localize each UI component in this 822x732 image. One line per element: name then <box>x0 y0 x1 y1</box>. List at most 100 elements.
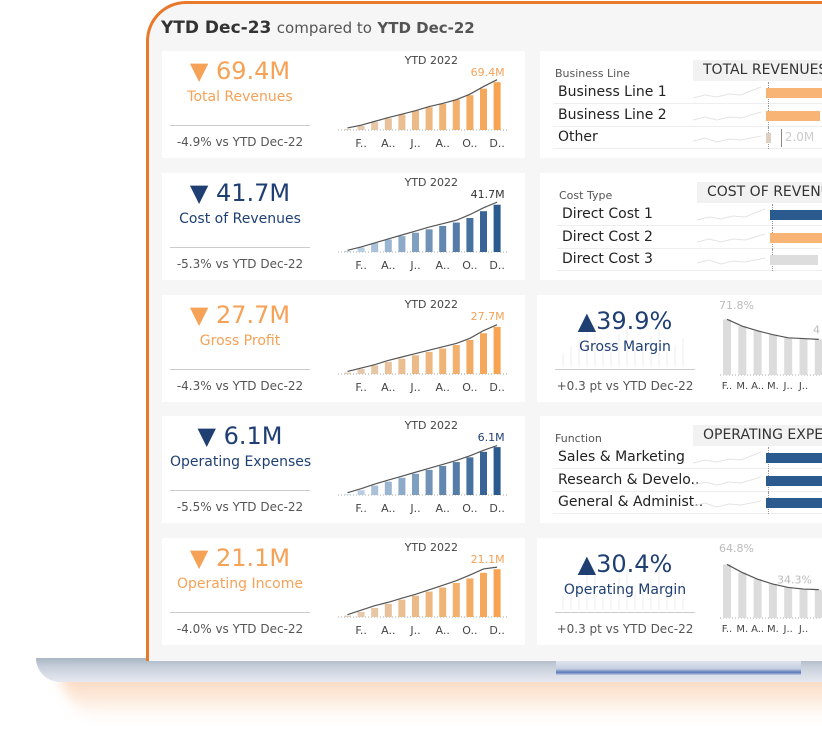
bar[interactable] <box>799 338 808 375</box>
bar[interactable] <box>412 232 419 252</box>
bar[interactable] <box>384 118 392 130</box>
kpi-card[interactable]: ▼ 21.1M Operating Income -4.0% vs YTD De… <box>170 538 310 645</box>
kpi-card[interactable]: ▼ 41.7M Cost of Revenues -5.3% vs YTD De… <box>170 173 310 280</box>
bar[interactable] <box>768 584 777 618</box>
bar[interactable] <box>425 229 433 252</box>
bar[interactable] <box>425 107 433 130</box>
bar[interactable] <box>412 110 419 130</box>
kpi-panel[interactable]: ▼ 27.7M Gross Profit -4.3% vs YTD Dec-22… <box>162 295 525 402</box>
value-bar[interactable] <box>766 475 822 486</box>
bar[interactable] <box>452 462 460 495</box>
bar[interactable] <box>723 319 731 375</box>
bar[interactable] <box>398 599 406 617</box>
kpi-panel[interactable]: ▼ 41.7M Cost of Revenues -5.3% vs YTD De… <box>162 173 525 280</box>
bar[interactable] <box>493 569 501 617</box>
margin-kpi-card[interactable]: ▲39.9% Gross Margin +0.3 pt vs YTD Dec-2… <box>555 295 695 402</box>
bar[interactable] <box>398 114 406 130</box>
table-row[interactable]: Direct Cost 3 7.4M <box>557 249 822 271</box>
kpi-panel[interactable]: ▼ 21.1M Operating Income -4.0% vs YTD De… <box>162 538 525 645</box>
kpi-card[interactable]: ▼ 27.7M Gross Profit -4.3% vs YTD Dec-22 <box>170 295 310 402</box>
bar[interactable] <box>466 218 474 252</box>
bar[interactable] <box>384 239 392 252</box>
table-row[interactable]: Direct Cost 1 <box>557 204 822 226</box>
bar[interactable] <box>466 95 474 130</box>
table-row[interactable]: Other 2.0M <box>553 127 822 149</box>
bar[interactable] <box>493 204 501 252</box>
bar[interactable] <box>344 250 351 252</box>
bar[interactable] <box>398 236 406 252</box>
bar[interactable] <box>480 333 487 374</box>
bar[interactable] <box>480 211 487 252</box>
bar[interactable] <box>493 326 501 374</box>
bar[interactable] <box>452 99 460 130</box>
bar[interactable] <box>753 330 762 375</box>
value-bar[interactable] <box>770 255 818 265</box>
bar[interactable] <box>738 572 747 618</box>
table-row[interactable]: Direct Cost 2 8.3 <box>557 226 822 249</box>
bar[interactable] <box>344 494 351 495</box>
bar[interactable] <box>466 340 474 374</box>
bar[interactable] <box>425 351 433 374</box>
bar[interactable] <box>480 88 487 130</box>
bar[interactable] <box>357 368 365 374</box>
bar[interactable] <box>439 587 447 617</box>
bar[interactable] <box>398 358 406 374</box>
monthly-margin-chart[interactable]: 64.8%34.3%F.. M. A.. M. J.. J.. <box>717 538 822 645</box>
bar[interactable] <box>357 247 365 252</box>
value-bar[interactable] <box>766 453 822 463</box>
bar[interactable] <box>398 477 406 495</box>
bar[interactable] <box>412 473 419 495</box>
value-bar[interactable] <box>766 88 822 98</box>
bar[interactable] <box>738 326 747 375</box>
table-row[interactable]: Business Line 1 4 <box>553 82 822 104</box>
bar[interactable] <box>425 591 433 617</box>
cumulative-bar-chart[interactable]: YTD 2022 69.4M F.. A.. J.. A.. O.. D.. <box>336 51 521 158</box>
bar[interactable] <box>814 589 822 618</box>
bar[interactable] <box>452 583 460 617</box>
bar[interactable] <box>784 587 793 618</box>
bar[interactable] <box>799 589 808 618</box>
table-row[interactable]: Business Line 2 20 <box>553 104 822 127</box>
kpi-panel[interactable]: ▼ 69.4M Total Revenues -4.9% vs YTD Dec-… <box>162 51 525 158</box>
kpi-card[interactable]: ▼ 6.1M Operating Expenses -5.5% vs YTD D… <box>170 416 311 523</box>
bar[interactable] <box>357 612 365 617</box>
bar[interactable] <box>466 578 474 617</box>
bar[interactable] <box>480 572 487 617</box>
bar[interactable] <box>344 615 351 617</box>
bar[interactable] <box>753 579 762 618</box>
bar[interactable] <box>784 337 793 375</box>
kpi-panel[interactable]: ▼ 6.1M Operating Expenses -5.5% vs YTD D… <box>162 416 525 523</box>
margin-kpi-card[interactable]: ▲30.4% Operating Margin +0.3 pt vs YTD D… <box>555 538 695 645</box>
bar[interactable] <box>344 128 351 130</box>
value-bar[interactable] <box>766 133 771 143</box>
bar[interactable] <box>371 242 379 252</box>
bar[interactable] <box>371 365 379 375</box>
table-row[interactable]: Research & Develo.. <box>553 469 822 492</box>
kpi-card[interactable]: ▼ 69.4M Total Revenues -4.9% vs YTD Dec-… <box>170 51 310 158</box>
bar[interactable] <box>357 490 365 495</box>
bar[interactable] <box>412 595 419 617</box>
bar[interactable] <box>371 607 379 617</box>
bar[interactable] <box>439 465 447 495</box>
value-bar[interactable] <box>770 232 822 243</box>
monthly-margin-chart[interactable]: 71.8%4F.. M. A.. M. J.. J.. <box>717 295 822 402</box>
bar[interactable] <box>344 372 351 374</box>
bar[interactable] <box>425 469 433 495</box>
bar[interactable] <box>493 82 501 130</box>
bar[interactable] <box>768 334 777 375</box>
bar[interactable] <box>493 447 501 495</box>
bar[interactable] <box>814 339 822 375</box>
bar[interactable] <box>439 103 447 130</box>
cumulative-bar-chart[interactable]: YTD 2022 41.7M F.. A.. J.. A.. O.. D.. <box>336 173 521 280</box>
bar[interactable] <box>480 451 487 495</box>
bar[interactable] <box>452 222 460 252</box>
table-row[interactable]: Sales & Marketing <box>553 447 822 469</box>
value-bar[interactable] <box>766 110 820 121</box>
bar[interactable] <box>452 345 460 374</box>
bar[interactable] <box>357 125 365 130</box>
cumulative-bar-chart[interactable]: YTD 2022 6.1M F.. A.. J.. A.. O.. D.. <box>336 416 521 523</box>
bar[interactable] <box>384 481 392 495</box>
bar[interactable] <box>384 362 392 374</box>
bar[interactable] <box>412 355 419 374</box>
bar[interactable] <box>723 564 731 618</box>
